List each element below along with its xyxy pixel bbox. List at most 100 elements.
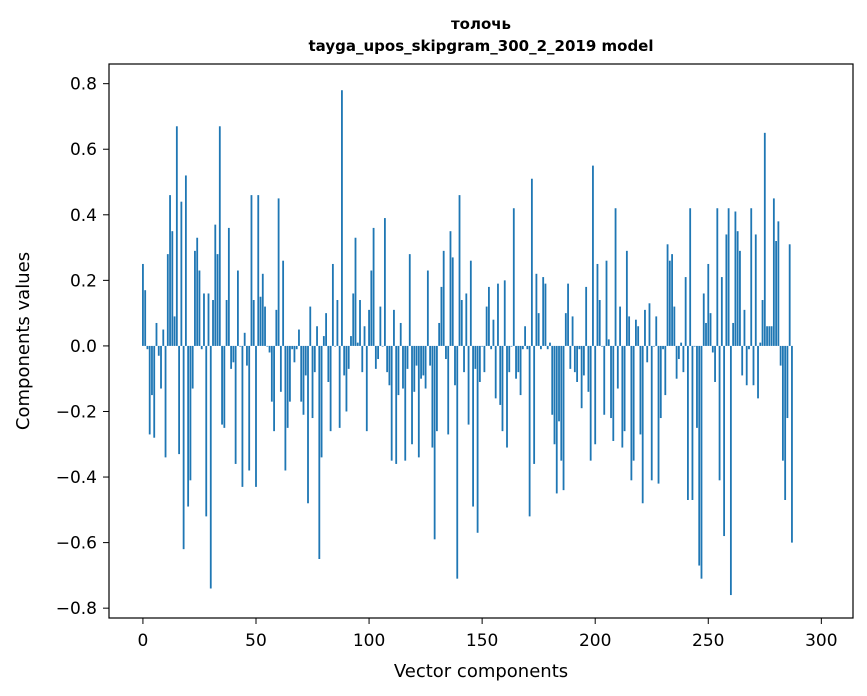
chart-subtitle: tayga_upos_skipgram_300_2_2019 model (309, 37, 654, 55)
bar (635, 319, 637, 346)
bar (587, 345, 590, 392)
bar (714, 345, 716, 382)
bar (580, 345, 583, 409)
bar (485, 306, 488, 346)
bar (381, 345, 384, 347)
bar (567, 283, 569, 346)
bar (772, 198, 775, 346)
bar (279, 345, 282, 392)
bar (345, 345, 348, 412)
bar (230, 345, 233, 369)
bar (458, 195, 461, 346)
bar (743, 309, 746, 346)
bar (413, 345, 416, 392)
bar (680, 342, 683, 346)
bar (684, 277, 687, 346)
bar (537, 313, 540, 346)
bar (610, 345, 612, 419)
bar (745, 345, 748, 386)
bar (497, 283, 499, 346)
bar (510, 345, 513, 347)
bar (709, 313, 712, 346)
bar (623, 345, 626, 432)
bar (331, 263, 334, 346)
bar (508, 345, 511, 373)
x-tick-label: 200 (579, 631, 611, 651)
bar (616, 345, 619, 389)
bar (365, 345, 368, 432)
bar (155, 322, 158, 346)
bar (429, 345, 432, 366)
bar (483, 345, 486, 373)
bar (603, 345, 606, 415)
bar (194, 250, 196, 346)
bar (689, 208, 692, 346)
bar (657, 345, 660, 484)
bar (691, 345, 694, 500)
bar (322, 336, 325, 346)
y-tick-label: 0.0 (70, 337, 97, 357)
bar (417, 345, 420, 458)
y-tick-label: −0.4 (56, 468, 97, 488)
plot-frame (108, 63, 854, 619)
bar (293, 345, 296, 363)
y-tick-label: 0.8 (70, 75, 97, 95)
bar (189, 345, 192, 481)
bar (395, 345, 398, 464)
bar (377, 345, 380, 360)
bar (275, 309, 278, 346)
bar (431, 345, 434, 448)
bar (723, 345, 726, 537)
bar (157, 345, 160, 356)
bar (540, 345, 542, 350)
bar (307, 345, 309, 504)
bar (732, 322, 735, 346)
bar (286, 345, 289, 428)
bar (781, 345, 784, 461)
bar (705, 322, 707, 346)
bar (309, 306, 312, 346)
bar (277, 198, 280, 346)
bar (562, 345, 565, 491)
bar (736, 231, 739, 346)
bar (619, 306, 621, 346)
bar (770, 326, 773, 346)
bar (515, 345, 517, 379)
bar (374, 345, 377, 369)
bar (239, 345, 242, 347)
bar (476, 345, 479, 533)
bar (422, 345, 425, 376)
bar (582, 345, 585, 376)
bar (241, 345, 244, 487)
bar (248, 345, 251, 471)
bar (687, 345, 689, 500)
bar (270, 345, 273, 402)
bar (472, 345, 474, 507)
bar (205, 345, 208, 517)
bar (426, 270, 429, 346)
bar (255, 345, 257, 487)
bar (666, 244, 669, 346)
bar (212, 300, 214, 346)
bar (363, 326, 366, 346)
bar (203, 293, 205, 346)
x-axis-label: Vector components (394, 661, 568, 682)
bar (298, 329, 300, 346)
bar (492, 319, 495, 346)
bar (786, 345, 789, 419)
bar (628, 316, 631, 346)
bar (329, 345, 332, 432)
bar (379, 306, 382, 346)
bar (551, 345, 554, 415)
bar (725, 234, 728, 346)
bar (300, 345, 303, 402)
bar (739, 250, 741, 346)
bar (467, 345, 470, 425)
bar (460, 300, 463, 346)
bar (637, 326, 640, 346)
bar (646, 345, 649, 363)
bar (175, 126, 178, 346)
bar (639, 345, 642, 435)
bar (214, 224, 217, 346)
